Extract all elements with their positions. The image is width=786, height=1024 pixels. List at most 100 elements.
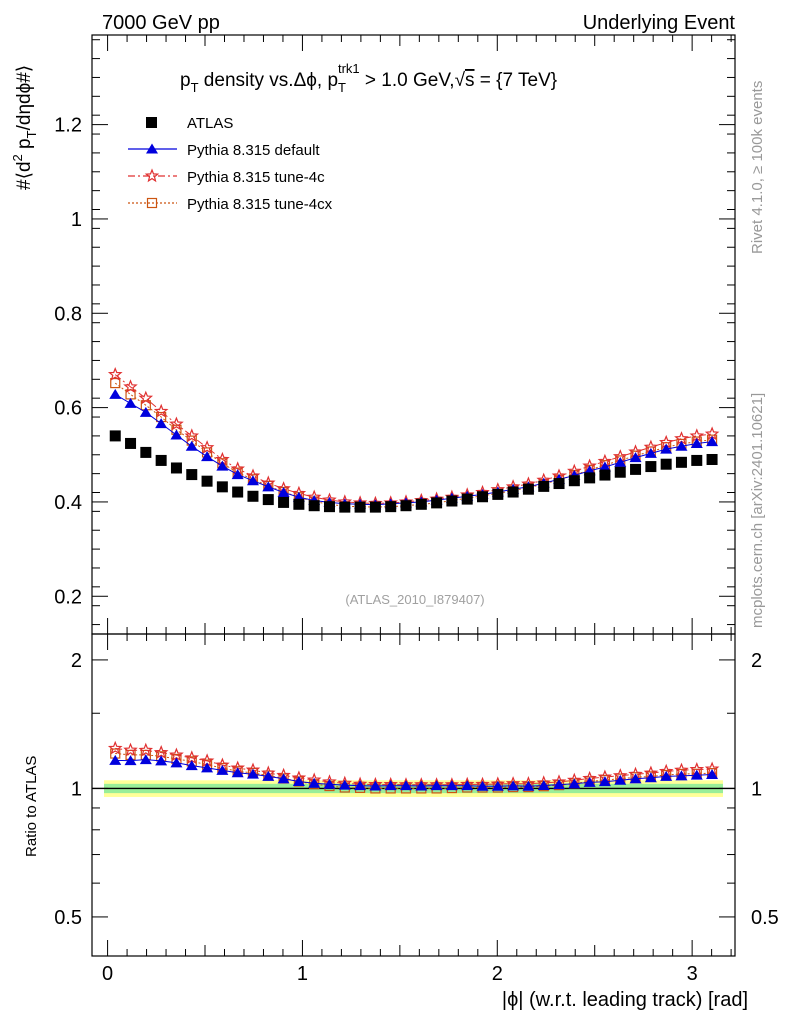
- main-point-atlas: [538, 480, 550, 492]
- main-point-pythia-8-315-default: [660, 443, 673, 454]
- x-tick-label: 2: [492, 963, 503, 985]
- main-point-pythia-8-315-default: [170, 429, 183, 440]
- main-point-pythia-8-315-tune-4c: [153, 403, 169, 418]
- main-point-atlas: [431, 497, 443, 509]
- ratio-point-pythia-8-315-default: [461, 780, 474, 791]
- ratio-point-pythia-8-315-default: [109, 754, 122, 765]
- ratio-y-label: Ratio to ATLAS: [23, 756, 40, 857]
- main-y-tick-label: 0.6: [54, 398, 82, 420]
- main-point-pythia-8-315-tune-4cx: [110, 377, 121, 389]
- ratio-y-tick-label: 1: [71, 778, 82, 800]
- ratio-point-pythia-8-315-default: [155, 755, 168, 766]
- main-point-pythia-8-315-tune-4c: [138, 390, 154, 405]
- main-point-atlas: [477, 491, 489, 503]
- header-left: 7000 GeV pp: [102, 12, 220, 34]
- ratio-point-pythia-8-315-default: [690, 769, 703, 780]
- main-point-atlas: [507, 486, 519, 498]
- main-point-pythia-8-315-tune-4c: [169, 416, 184, 431]
- main-point-pythia-8-315-default: [598, 461, 611, 472]
- main-point-atlas: [369, 501, 381, 513]
- main-point-atlas: [400, 500, 412, 512]
- main-y-tick-label: 1.2: [54, 115, 82, 137]
- main-point-atlas: [553, 478, 565, 490]
- ratio-axis-ticks: [92, 659, 735, 918]
- main-point-pythia-8-315-tune-4c: [107, 366, 123, 381]
- legend-label-default: Pythia 8.315 default: [187, 142, 320, 159]
- main-point-atlas: [492, 488, 504, 500]
- main-point-atlas: [385, 501, 397, 513]
- mcplots-label: mcplots.cern.ch [arXiv:2401.10621]: [749, 393, 766, 628]
- ratio-point-pythia-8-315-default: [323, 778, 336, 789]
- main-point-atlas: [109, 430, 121, 442]
- legend-label-tune4cx: Pythia 8.315 tune-4cx: [187, 196, 333, 213]
- ratio-point-pythia-8-315-default: [338, 779, 351, 790]
- main-point-atlas: [675, 456, 687, 468]
- ratio-point-pythia-8-315-default: [644, 772, 657, 783]
- main-title: pT density vs.Δϕ, pTtrk1 > 1.0 GeV,√s = …: [180, 61, 557, 95]
- ratio-y-tick-label-right: 1: [751, 778, 762, 800]
- ratio-point-pythia-8-315-default: [476, 780, 489, 791]
- main-point-atlas: [630, 463, 642, 475]
- main-point-pythia-8-315-default: [614, 456, 627, 467]
- main-point-atlas: [155, 454, 167, 466]
- legend-marker-atlas: [146, 117, 157, 128]
- main-point-atlas: [461, 493, 473, 505]
- x-axis-label: |ϕ| (w.r.t. leading track) [rad]: [502, 989, 748, 1011]
- ratio-y-tick-label: 2: [71, 650, 82, 672]
- ratio-point-pythia-8-315-default: [522, 780, 535, 791]
- x-tick-label: 1: [297, 963, 308, 985]
- ratio-point-pythia-8-315-default: [231, 767, 244, 778]
- ratio-point-pythia-8-315-default: [308, 777, 321, 788]
- header-right: Underlying Event: [583, 12, 736, 34]
- x-tick-label: 0: [102, 963, 113, 985]
- main-point-atlas: [415, 498, 427, 510]
- main-point-atlas: [599, 469, 611, 481]
- main-point-pythia-8-315-default: [201, 451, 214, 462]
- ratio-y-tick-label-right: 0.5: [751, 907, 779, 929]
- ratio-series: [107, 740, 720, 794]
- ratio-point-pythia-8-315-default: [246, 768, 259, 779]
- ratio-panel: 0.5 0.5 1 1 2 2 0 1 2 3 Ratio to ATLAS |ϕ| (w.r.…: [23, 633, 779, 1011]
- ratio-point-pythia-8-315-default: [445, 780, 458, 791]
- ratio-point-pythia-8-315-default: [399, 780, 412, 791]
- legend-marker-default: [146, 143, 158, 154]
- main-point-pythia-8-315-default: [124, 397, 137, 408]
- main-point-pythia-8-315-tune-4c: [123, 379, 138, 394]
- main-point-pythia-8-315-default: [675, 440, 688, 451]
- ratio-point-pythia-8-315-default: [369, 780, 382, 791]
- ratio-point-pythia-8-315-default: [216, 764, 229, 775]
- main-point-atlas: [278, 496, 290, 508]
- ratio-line-pythia-8-315-tune-4c: [115, 747, 713, 786]
- ratio-point-pythia-8-315-default: [583, 776, 596, 787]
- legend-entry-tune4c: Pythia 8.315 tune-4c: [128, 168, 325, 186]
- main-y-tick-label: 0.8: [54, 303, 82, 325]
- main-point-atlas: [323, 501, 335, 513]
- ratio-point-pythia-8-315-default: [262, 770, 275, 781]
- analysis-watermark: (ATLAS_2010_I879407): [345, 592, 484, 607]
- main-point-pythia-8-315-tune-4c: [184, 428, 200, 443]
- main-point-atlas: [584, 472, 596, 484]
- legend-label-tune4c: Pythia 8.315 tune-4c: [187, 169, 325, 186]
- ratio-point-pythia-8-315-default: [415, 780, 428, 791]
- ratio-point-pythia-8-315-default: [124, 755, 137, 766]
- ratio-point-pythia-8-315-default: [277, 773, 290, 784]
- ratio-point-pythia-8-315-default: [675, 770, 688, 781]
- main-line-pythia-8-315-default: [114, 393, 713, 506]
- main-point-pythia-8-315-default: [246, 475, 259, 486]
- main-point-pythia-8-315-default: [185, 440, 198, 451]
- main-y-tick-labels: 0.2 0.4 0.6 0.8 1 1.2: [54, 115, 82, 609]
- x-tick-label: 3: [687, 963, 698, 985]
- legend: ATLAS Pythia 8.315 default Pythia 8.315 …: [128, 115, 333, 213]
- ratio-point-pythia-8-315-default: [354, 780, 367, 791]
- ratio-point-pythia-8-315-default: [568, 778, 581, 789]
- main-point-atlas: [125, 437, 137, 449]
- main-point-pythia-8-315-default: [155, 418, 168, 429]
- legend-marker-tune4c: [144, 168, 160, 183]
- ratio-plot-frame: [91, 633, 736, 957]
- ratio-point-pythia-8-315-tune-4c: [153, 744, 169, 759]
- ratio-point-pythia-8-315-default: [660, 770, 673, 781]
- ratio-point-pythia-8-315-default: [553, 779, 566, 790]
- main-line-pythia-8-315-tune-4cx: [114, 382, 713, 508]
- main-point-pythia-8-315-default: [231, 469, 244, 480]
